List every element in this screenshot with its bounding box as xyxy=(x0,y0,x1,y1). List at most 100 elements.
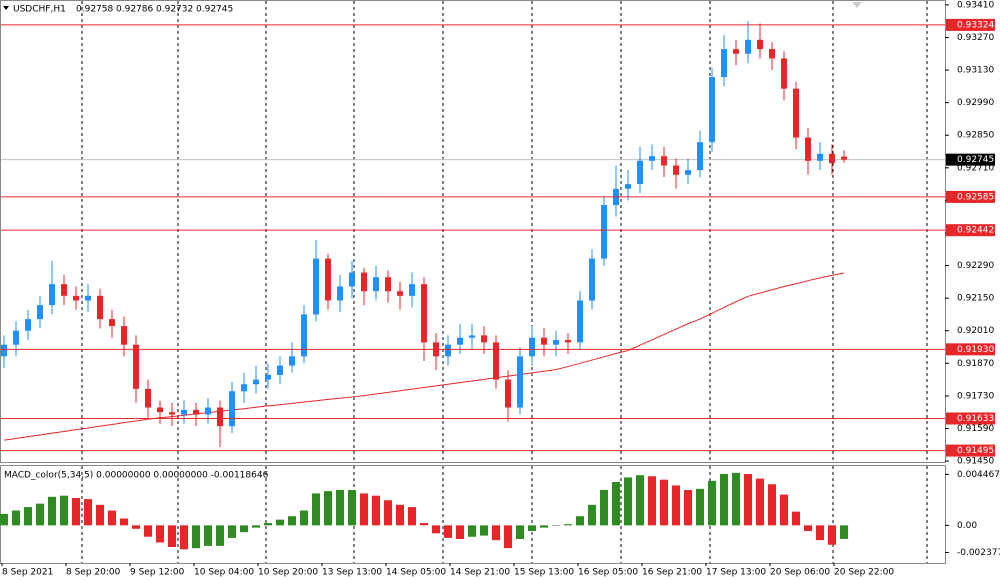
x-tick-label: 14 Sep 21:00 xyxy=(450,568,510,578)
macd-bar xyxy=(96,504,104,526)
candle-body xyxy=(109,319,115,327)
macd-bar xyxy=(12,510,20,526)
macd-bar xyxy=(372,495,380,526)
macd-bar xyxy=(600,489,608,526)
candle-body xyxy=(289,356,295,366)
macd-bar xyxy=(480,525,488,536)
macd-bar xyxy=(348,489,356,526)
level-label-box xyxy=(946,444,995,457)
macd-bar xyxy=(828,525,836,545)
x-tick-label: 13 Sep 13:00 xyxy=(322,568,382,578)
candle-body xyxy=(121,326,127,345)
candle-body xyxy=(337,286,343,301)
y-tick-label: 0.91730 xyxy=(957,391,994,401)
macd-bar xyxy=(384,500,392,526)
macd-bar xyxy=(156,525,164,543)
macd-bar xyxy=(648,476,656,526)
candle-body xyxy=(565,340,571,343)
candle-body xyxy=(373,277,379,292)
candle-body xyxy=(721,49,727,78)
macd-bar xyxy=(492,525,500,541)
symbol: USDCHF,H1 xyxy=(13,5,66,15)
y-tick-label: 0.91450 xyxy=(957,457,994,467)
y-tick-label: 0.92850 xyxy=(957,131,994,141)
candle-body xyxy=(397,291,403,296)
y-tick-label: 0.92010 xyxy=(957,326,994,336)
candle-body xyxy=(517,356,523,408)
macd-bar xyxy=(264,523,272,526)
macd-bar xyxy=(792,511,800,526)
candle-body xyxy=(661,156,667,166)
macd-bar xyxy=(144,525,152,537)
macd-bar xyxy=(624,477,632,526)
candle-body xyxy=(577,300,583,343)
candle-body xyxy=(313,258,319,315)
price-panel xyxy=(0,0,946,463)
macd-bar xyxy=(672,485,680,526)
level-label: 0.91633 xyxy=(957,414,994,424)
macd-bar xyxy=(108,510,116,526)
ohlc-value: 0.92745 xyxy=(196,5,233,15)
y-tick-label: 0.93270 xyxy=(957,33,994,43)
candle-body xyxy=(265,374,271,380)
macd-bar xyxy=(504,525,512,549)
candle-body xyxy=(457,337,463,345)
moving-average xyxy=(3,272,845,441)
macd-bar xyxy=(564,524,572,526)
level-label: 0.91930 xyxy=(957,345,994,355)
macd-bar xyxy=(744,473,752,526)
candle-body xyxy=(541,337,547,345)
candle-body xyxy=(829,153,835,164)
candle-body xyxy=(505,379,511,408)
symbol-menu[interactable] xyxy=(3,6,9,10)
x-tick-label: 20 Sep 22:00 xyxy=(834,568,894,578)
candle-body xyxy=(769,49,775,59)
candle-body xyxy=(49,284,55,306)
macd-y-tick-label: -0.0023776 xyxy=(957,548,1000,558)
candle-body xyxy=(817,153,823,161)
x-tick-label: 9 Sep 12:00 xyxy=(130,568,185,578)
candle-body xyxy=(301,314,307,357)
x-tick-label: 8 Sep 20:00 xyxy=(66,568,121,578)
y-tick-label: 0.92290 xyxy=(957,261,994,271)
macd-bar xyxy=(240,525,248,533)
candle-body xyxy=(325,258,331,301)
candle-body xyxy=(805,137,811,161)
current-price-label: 0.92745 xyxy=(957,155,994,165)
candle-body xyxy=(625,184,631,189)
y-tick-label: 0.92710 xyxy=(957,163,994,173)
candle-body xyxy=(385,277,391,292)
candle-body xyxy=(361,272,367,292)
candle-body xyxy=(529,337,535,357)
macd-bar xyxy=(360,493,368,526)
macd-bar xyxy=(336,489,344,526)
candle-body xyxy=(349,272,355,287)
candle-body xyxy=(469,335,475,338)
level-label: 0.93324 xyxy=(957,20,994,30)
candle-body xyxy=(421,284,427,343)
macd-bar xyxy=(192,525,200,549)
candle-body xyxy=(157,407,163,413)
macd-bar xyxy=(432,525,440,534)
y-tick-label: 0.92150 xyxy=(957,294,994,304)
candle-body xyxy=(229,391,235,427)
candle-body xyxy=(697,142,703,171)
candle-body xyxy=(841,156,847,160)
macd-bar xyxy=(756,478,764,526)
macd-bar xyxy=(216,525,224,546)
x-tick-label: 16 Sep 21:00 xyxy=(642,568,702,578)
y-tick-label: 0.92990 xyxy=(957,98,994,108)
macd-y-tick-label: 0.00 xyxy=(957,521,977,531)
panel-arrow[interactable] xyxy=(852,2,862,8)
candle-body xyxy=(97,295,103,320)
candle-body xyxy=(589,258,595,301)
x-tick-label: 17 Sep 13:00 xyxy=(706,568,766,578)
current-price-box xyxy=(946,153,995,166)
macd-bar xyxy=(732,472,740,526)
macd-bar xyxy=(816,525,824,541)
candle-body xyxy=(133,344,139,389)
candle-body xyxy=(241,384,247,392)
candle-body xyxy=(493,342,499,380)
candle-body xyxy=(757,39,763,50)
macd-bar xyxy=(408,507,416,526)
